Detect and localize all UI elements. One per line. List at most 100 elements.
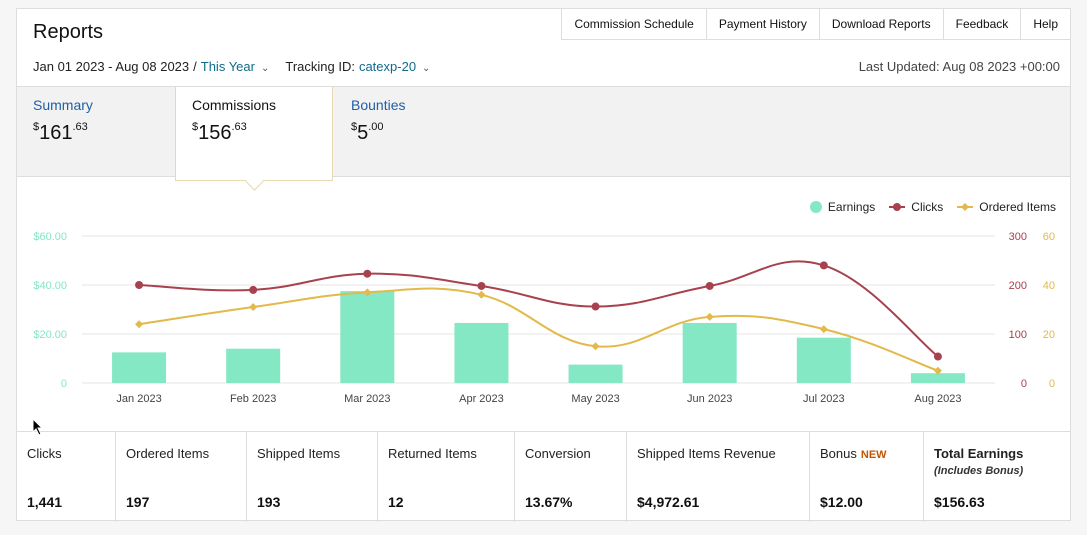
x-tick-label: Apr 2023	[459, 393, 504, 405]
stat-clicks-value: 1,441	[27, 494, 63, 510]
tab-summary-label: Summary	[33, 97, 93, 113]
legend-ordered-items[interactable]: Ordered Items	[957, 200, 1056, 214]
stat-returned-items: Returned Items 12	[378, 432, 515, 522]
y-right-clicks-tick: 0	[1021, 378, 1027, 390]
point-clicks	[135, 281, 144, 289]
y-right-clicks-tick: 200	[1009, 280, 1027, 292]
stat-shipped-value: 193	[257, 494, 281, 510]
point-ordered-items	[363, 288, 372, 297]
legend-clicks-label: Clicks	[911, 200, 944, 214]
period-label: This Year	[200, 59, 255, 74]
feedback-link[interactable]: Feedback	[942, 9, 1021, 40]
stat-shipped-revenue: Shipped Items Revenue $4,972.61	[627, 432, 810, 522]
help-link[interactable]: Help	[1020, 9, 1070, 40]
stat-shipped-items: Shipped Items 193	[247, 432, 378, 522]
commissions-amount: $156.63	[192, 121, 247, 144]
stats-row: Clicks 1,441 Ordered Items 197 Shipped I…	[17, 431, 1070, 522]
reports-card: Reports Commission Schedule Payment Hist…	[16, 8, 1071, 522]
tracking-label: Tracking ID:	[285, 59, 355, 74]
y-right-clicks-tick: 300	[1009, 231, 1027, 243]
tracking-id-value: catexp-20	[358, 59, 417, 74]
bar-earnings	[226, 348, 281, 383]
stat-conversion-label: Conversion	[525, 446, 591, 461]
page-title: Reports	[33, 21, 104, 43]
bar-earnings	[796, 337, 851, 383]
point-clicks	[363, 269, 372, 278]
legend-clicks-marker	[889, 203, 906, 211]
bar-earnings	[454, 322, 509, 383]
stat-total-earnings: Total Earnings (Includes Bonus) $156.63	[924, 432, 1070, 522]
date-range: Jan 01 2023 - Aug 08 2023	[33, 59, 190, 74]
y-left-tick: $40.00	[33, 280, 67, 292]
tab-commissions[interactable]: Commissions $156.63	[175, 87, 333, 191]
y-right-ordered-tick: 40	[1043, 280, 1055, 292]
point-clicks	[477, 281, 486, 290]
point-clicks	[249, 285, 258, 294]
x-tick-label: Aug 2023	[914, 393, 961, 405]
stat-clicks: Clicks 1,441	[17, 432, 116, 522]
stat-ordered-label: Ordered Items	[126, 446, 210, 461]
stat-revenue-value: $4,972.61	[637, 494, 700, 510]
point-ordered-items	[477, 290, 486, 299]
y-left-tick: $60.00	[33, 231, 67, 243]
point-ordered-items	[819, 325, 828, 334]
stat-total-label: Total Earnings	[934, 446, 1024, 461]
point-clicks	[933, 352, 942, 361]
earnings-chart: 0 $20.00 $40.00 $60.00 0 100 200 300 0 20 40 60 Jan …	[33, 231, 1055, 405]
y-left-tick: 0	[61, 378, 67, 390]
stat-bonus: Bonus NEW $12.00	[810, 432, 924, 522]
x-tick-label: Jun 2023	[687, 393, 732, 405]
x-tick-label: Mar 2023	[344, 393, 390, 405]
period-dropdown[interactable]: This Year ⌄	[201, 59, 270, 74]
point-clicks	[705, 281, 714, 290]
chevron-down-icon: ⌄	[422, 63, 431, 74]
stat-ordered-value: 197	[126, 494, 150, 510]
stat-conversion: Conversion 13.67%	[515, 432, 627, 522]
stat-shipped-label: Shipped Items	[257, 446, 341, 461]
y-right-ordered-tick: 20	[1043, 329, 1055, 341]
mouse-pointer-icon	[32, 418, 44, 436]
top-links: Commission Schedule Payment History Down…	[561, 9, 1070, 40]
y-right-ordered-tick: 0	[1049, 378, 1055, 390]
stat-returned-value: 12	[388, 494, 404, 510]
stat-bonus-value: $12.00	[820, 494, 863, 510]
tracking-id-dropdown[interactable]: catexp-20 ⌄	[359, 59, 430, 74]
point-ordered-items	[591, 342, 600, 351]
point-ordered-items	[249, 303, 258, 312]
legend-earnings[interactable]: Earnings	[809, 200, 876, 214]
filters-row: Jan 01 2023 - Aug 08 2023 / This Year ⌄ T…	[33, 59, 430, 74]
stat-bonus-label: Bonus NEW	[820, 446, 887, 461]
download-reports-link[interactable]: Download Reports	[818, 9, 943, 40]
bar-earnings	[682, 322, 737, 383]
tab-bounties-label: Bounties	[351, 97, 406, 113]
last-updated: Last Updated: Aug 08 2023 +00:00	[858, 59, 1060, 74]
tab-commissions-label: Commissions	[192, 97, 277, 113]
bar-earnings	[910, 373, 965, 383]
tab-bounties[interactable]: Bounties $5.00	[351, 97, 405, 145]
x-tick-label: Jan 2023	[116, 393, 161, 405]
x-tick-label: Jul 2023	[803, 393, 845, 405]
stat-ordered-items: Ordered Items 197	[116, 432, 247, 522]
stat-clicks-label: Clicks	[27, 446, 62, 461]
stat-total-value: $156.63	[934, 494, 985, 510]
date-separator: /	[193, 59, 197, 74]
new-badge: NEW	[860, 449, 887, 461]
point-ordered-items	[933, 366, 942, 375]
commission-schedule-link[interactable]: Commission Schedule	[561, 9, 706, 40]
payment-history-link[interactable]: Payment History	[705, 9, 819, 40]
tab-summary[interactable]: Summary $161.63	[33, 97, 93, 145]
point-clicks	[591, 302, 600, 311]
legend-earnings-marker	[809, 201, 822, 213]
stat-total-note: (Includes Bonus)	[934, 465, 1024, 477]
x-tick-label: May 2023	[571, 393, 619, 405]
y-left-tick: $20.00	[33, 329, 67, 341]
line-ordered-items	[138, 287, 939, 372]
stat-revenue-label: Shipped Items Revenue	[637, 446, 776, 461]
legend-clicks[interactable]: Clicks	[889, 200, 943, 214]
bounties-amount: $5.00	[351, 121, 384, 144]
point-clicks	[819, 261, 828, 270]
stat-conversion-value: 13.67%	[525, 494, 573, 510]
legend-earnings-label: Earnings	[827, 200, 876, 214]
bar-earnings	[568, 364, 623, 383]
bar-earnings	[112, 352, 167, 383]
